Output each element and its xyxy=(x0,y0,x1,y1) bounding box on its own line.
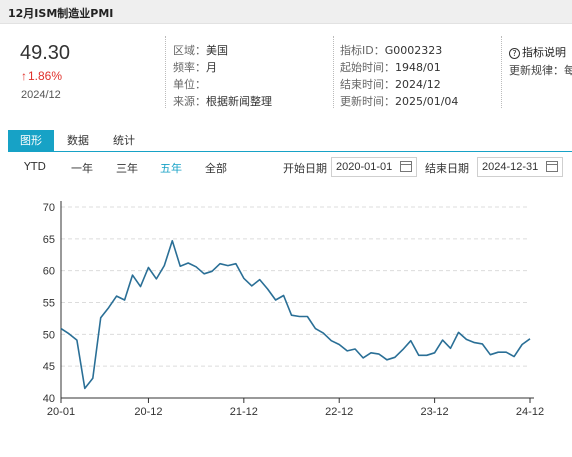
window-titlebar: 12月ISM制造业PMI xyxy=(0,0,572,24)
meta-value: 每 xyxy=(564,64,572,77)
tab-stats[interactable]: 统计 xyxy=(113,134,135,147)
x-tick-label: 20-12 xyxy=(134,406,162,418)
x-tick-label: 22-12 xyxy=(325,406,353,418)
meta-value: 2025/01/04 xyxy=(395,95,459,108)
meta-value: 月 xyxy=(206,61,217,74)
meta-key: 更新时间： xyxy=(340,95,395,108)
meta-key: 更新规律： xyxy=(509,64,564,77)
y-tick-label: 65 xyxy=(43,234,55,246)
meta-key: 频率： xyxy=(173,61,206,74)
end-date-value: 2024-12-31 xyxy=(482,161,539,173)
arrow-up-icon: ↑ xyxy=(21,69,27,83)
range-ytd[interactable]: YTD xyxy=(24,160,46,173)
change-value: 1.86% xyxy=(28,69,63,83)
meta-key: 来源： xyxy=(173,95,206,108)
meta-value: 1948/01 xyxy=(395,61,441,74)
meta-source: 来源：根据新闻整理 xyxy=(173,93,272,109)
help-label: 指标说明 xyxy=(522,46,566,59)
meta-start-time: 起始时间：1948/01 xyxy=(340,59,441,75)
meta-key: 区域： xyxy=(173,44,206,57)
indicator-help-link[interactable]: ? 指标说明 xyxy=(509,44,566,60)
start-date-value: 2020-01-01 xyxy=(336,161,393,173)
x-tick-label: 21-12 xyxy=(230,406,258,418)
start-date-input[interactable]: 2020-01-01 xyxy=(331,157,417,177)
series-line xyxy=(60,239,531,390)
meta-frequency: 频率：月 xyxy=(173,59,217,75)
meta-key: 起始时间： xyxy=(340,61,395,74)
meta-value: G0002323 xyxy=(384,44,443,57)
meta-value: 2024/12 xyxy=(395,78,441,91)
range-5y[interactable]: 五年 xyxy=(160,162,182,175)
divider xyxy=(501,36,502,108)
y-tick-label: 60 xyxy=(43,266,55,278)
latest-date: 2024/12 xyxy=(21,89,61,101)
meta-value: 美国 xyxy=(206,44,228,57)
view-tabs: 图形 数据 统计 xyxy=(8,130,572,152)
meta-value: 根据新闻整理 xyxy=(206,95,272,108)
indicator-summary: 49.30 ↑1.86% 2024/12 区域：美国 频率：月 单位： 来源：根… xyxy=(0,24,572,120)
range-all[interactable]: 全部 xyxy=(205,162,227,175)
x-tick-label: 23-12 xyxy=(421,406,449,418)
y-tick-label: 40 xyxy=(43,393,55,405)
y-tick-label: 50 xyxy=(43,329,55,341)
x-tick-label: 20-01 xyxy=(47,406,75,418)
end-date-input[interactable]: 2024-12-31 xyxy=(477,157,563,177)
calendar-icon[interactable] xyxy=(400,161,412,172)
meta-key: 结束时间： xyxy=(340,78,395,91)
y-tick-label: 70 xyxy=(43,202,55,214)
change-percent: ↑1.86% xyxy=(21,69,62,83)
end-date-label: 结束日期 xyxy=(425,162,469,175)
question-icon: ? xyxy=(509,48,520,59)
pmi-line-chart: 40 45 50 55 60 65 70 20-01 20-12 21-12 22-12 23-12 2… xyxy=(43,201,544,418)
tab-chart[interactable]: 图形 xyxy=(8,130,54,152)
range-1y[interactable]: 一年 xyxy=(71,162,93,175)
meta-key: 指标ID： xyxy=(340,44,385,57)
calendar-icon[interactable] xyxy=(546,161,558,172)
x-tick-label: 24-12 xyxy=(516,406,544,418)
meta-key: 单位： xyxy=(173,78,206,91)
latest-value: 49.30 xyxy=(20,42,71,64)
meta-update-time: 更新时间：2025/01/04 xyxy=(340,93,458,109)
range-3y[interactable]: 三年 xyxy=(116,162,138,175)
meta-update-rule: 更新规律：每 xyxy=(509,62,572,78)
divider xyxy=(165,36,166,108)
start-date-label: 开始日期 xyxy=(283,162,327,175)
page-title: 12月ISM制造业PMI xyxy=(8,7,114,20)
meta-indicator-id: 指标ID：G0002323 xyxy=(340,42,442,58)
meta-region: 区域：美国 xyxy=(173,42,228,58)
divider xyxy=(333,36,334,108)
y-tick-label: 45 xyxy=(43,361,55,373)
meta-end-time: 结束时间：2024/12 xyxy=(340,76,441,92)
y-tick-label: 55 xyxy=(43,298,55,310)
meta-unit: 单位： xyxy=(173,76,206,92)
tab-data[interactable]: 数据 xyxy=(67,134,89,147)
